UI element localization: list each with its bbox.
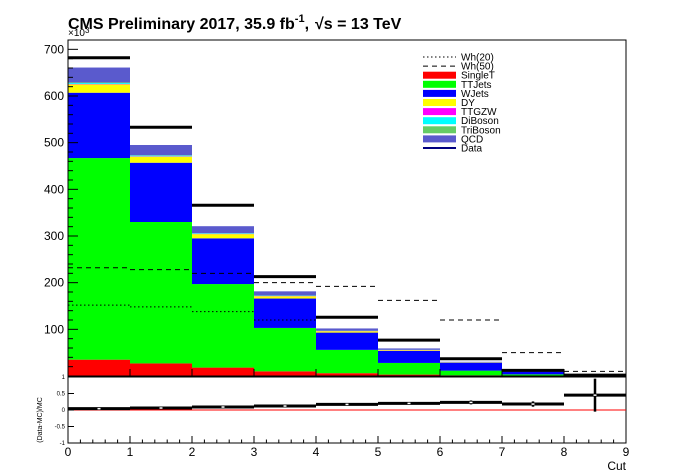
chart-title-sep: , bbox=[305, 16, 309, 33]
legend-label-qcd: QCD bbox=[461, 134, 483, 145]
bar-dy-bin-4 bbox=[316, 331, 378, 333]
bar-ttjets-bin-3 bbox=[254, 327, 316, 372]
y-tick-label-500: 500 bbox=[44, 136, 64, 150]
x-tick-label-9: 9 bbox=[623, 445, 630, 459]
x-tick-label-6: 6 bbox=[437, 445, 444, 459]
x-tick-label-1: 1 bbox=[127, 445, 134, 459]
legend-label-wh20: Wh(20) bbox=[461, 53, 494, 64]
legend-swatch-ttgzw bbox=[423, 108, 456, 116]
legend-label-ttgzw: TTGZW bbox=[461, 107, 497, 118]
x-tick-label-3: 3 bbox=[251, 445, 258, 459]
bar-qcd-bin-0 bbox=[68, 67, 130, 83]
x-tick-label-8: 8 bbox=[561, 445, 568, 459]
y-tick-label-600: 600 bbox=[44, 89, 64, 103]
x-tick-label-0: 0 bbox=[65, 445, 72, 459]
legend-swatch-singlet bbox=[423, 71, 456, 79]
chart-title: CMS Preliminary 2017, 35.9 fb-1, √s = 13 … bbox=[68, 13, 402, 33]
legend-label-singlet: SingleT bbox=[461, 71, 495, 82]
bar-dy-bin-5 bbox=[378, 350, 440, 351]
legend-swatch-wjets bbox=[423, 89, 456, 97]
bar-wjets-bin-3 bbox=[254, 298, 316, 328]
legend-label-wh50: Wh(50) bbox=[461, 62, 494, 73]
y-multiplier: ×103 bbox=[68, 26, 90, 39]
bar-ttjets-bin-2 bbox=[192, 284, 254, 368]
y-tick-label-200: 200 bbox=[44, 276, 64, 290]
bar-wjets-bin-1 bbox=[130, 162, 192, 222]
bar-diboson-bin-0 bbox=[68, 82, 130, 84]
x-tick-label-7: 7 bbox=[499, 445, 506, 459]
chart-title-sup: -1 bbox=[295, 13, 305, 25]
chart-title-main: CMS Preliminary 2017, 35.9 fb bbox=[68, 16, 295, 33]
legend-swatch-triboson bbox=[423, 126, 456, 134]
bar-ttjets-bin-7 bbox=[502, 374, 564, 376]
bar-singlet-bin-3 bbox=[254, 371, 316, 376]
bar-wjets-bin-0 bbox=[68, 92, 130, 159]
ratio-tick-label-0: -1 bbox=[60, 441, 66, 447]
bar-dy-bin-0 bbox=[68, 84, 130, 93]
bar-qcd-bin-5 bbox=[378, 348, 440, 350]
legend-swatch-qcd bbox=[423, 135, 456, 143]
bar-singlet-bin-1 bbox=[130, 363, 192, 376]
bar-ttjets-bin-5 bbox=[378, 362, 440, 375]
bar-singlet-bin-4 bbox=[316, 373, 378, 376]
bar-qcd-bin-4 bbox=[316, 328, 378, 331]
bar-qcd-bin-2 bbox=[192, 226, 254, 234]
bar-wjets-bin-5 bbox=[378, 350, 440, 363]
x-tick-label-4: 4 bbox=[313, 445, 320, 459]
legend-label-diboson: DiBoson bbox=[461, 116, 499, 127]
ratio-tick-label-2: 0 bbox=[62, 408, 66, 414]
ratio-tick-label-4: 1 bbox=[62, 375, 66, 381]
bar-wjets-bin-6 bbox=[440, 362, 502, 371]
x-tick-label-5: 5 bbox=[375, 445, 382, 459]
bar-singlet-bin-0 bbox=[68, 359, 130, 376]
legend-label-ttjets: TTJets bbox=[461, 80, 492, 91]
chart-title-sqrt: √s = 13 TeV bbox=[315, 16, 402, 33]
legend-label-triboson: TriBoson bbox=[461, 125, 501, 136]
legend-swatch-ttjets bbox=[423, 80, 456, 88]
y-multiplier-base: ×10 bbox=[68, 28, 85, 39]
bar-dy-bin-2 bbox=[192, 234, 254, 239]
bar-dy-bin-3 bbox=[254, 296, 316, 299]
bar-qcd-bin-1 bbox=[130, 145, 192, 156]
x-tick-label-2: 2 bbox=[189, 445, 196, 459]
bar-wjets-bin-4 bbox=[316, 332, 378, 350]
bar-singlet-bin-5 bbox=[378, 374, 440, 376]
bar-singlet-bin-2 bbox=[192, 367, 254, 376]
y-tick-label-100: 100 bbox=[44, 322, 64, 336]
y-multiplier-exp: 3 bbox=[85, 26, 90, 35]
bar-diboson-bin-1 bbox=[130, 155, 192, 157]
bar-ttjets-bin-1 bbox=[130, 222, 192, 364]
bar-ttjets-bin-6 bbox=[440, 370, 502, 376]
bar-ttjets-bin-0 bbox=[68, 158, 130, 360]
bar-qcd-bin-3 bbox=[254, 291, 316, 296]
legend-label-dy: DY bbox=[461, 98, 475, 109]
y-tick-label-700: 700 bbox=[44, 42, 64, 56]
legend-label-data: Data bbox=[461, 144, 483, 155]
bar-dy-bin-1 bbox=[130, 156, 192, 163]
legend-label-wjets: WJets bbox=[461, 89, 489, 100]
bar-wjets-bin-7 bbox=[502, 371, 564, 375]
bar-wjets-bin-2 bbox=[192, 238, 254, 285]
y-tick-label-300: 300 bbox=[44, 229, 64, 243]
legend-swatch-diboson bbox=[423, 117, 456, 125]
ratio-tick-label-3: 0.5 bbox=[57, 392, 66, 398]
ratio-y-axis-label: (Data-MC)/MC bbox=[37, 397, 44, 443]
y-tick-label-400: 400 bbox=[44, 182, 64, 196]
ratio-tick-label-1: -0.5 bbox=[55, 425, 66, 431]
x-axis-label: Cut bbox=[607, 459, 626, 472]
bar-ttjets-bin-4 bbox=[316, 349, 378, 374]
legend-swatch-dy bbox=[423, 99, 456, 106]
